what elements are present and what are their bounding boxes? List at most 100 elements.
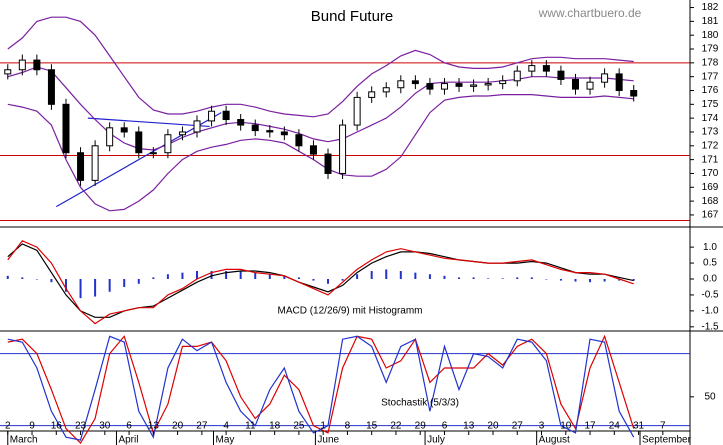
histogram-bar: [501, 278, 504, 279]
candle-body: [353, 96, 361, 126]
x-tick-label: 9: [29, 421, 35, 432]
histogram-bar: [79, 279, 82, 299]
candle-body: [120, 127, 128, 133]
candle-body: [106, 127, 114, 147]
candle-body: [295, 134, 303, 147]
histogram-bar: [603, 279, 606, 282]
histogram-bar: [312, 279, 315, 281]
candle-body: [193, 120, 201, 133]
y-tick-label: 174: [702, 113, 719, 124]
candle-body: [237, 119, 245, 126]
x-tick-label: 15: [366, 421, 378, 432]
histogram-bar: [356, 274, 359, 279]
candle-body: [397, 80, 405, 89]
x-tick-label: 18: [269, 421, 281, 432]
series-line: [7, 16, 634, 118]
y-tick-label: 0.0: [703, 274, 717, 285]
histogram-bar: [123, 279, 126, 287]
histogram-bar: [341, 279, 344, 281]
x-tick-label: 1: [320, 421, 326, 432]
x-tick-label: 8: [345, 421, 351, 432]
candle-body: [470, 84, 478, 87]
histogram-bar: [225, 271, 228, 279]
y-tick-label: 176: [702, 85, 719, 96]
x-tick-label: 3: [539, 421, 545, 432]
candle-body: [528, 65, 536, 72]
histogram-bar: [545, 279, 548, 280]
candle-body: [18, 59, 26, 71]
histogram-bar: [574, 279, 577, 282]
y-tick-label: 180: [702, 30, 719, 41]
candle-body: [382, 87, 390, 93]
candle-body: [222, 110, 230, 121]
y-tick-label: 169: [702, 182, 719, 193]
trend-line: [87, 117, 210, 128]
histogram-bar: [210, 271, 213, 279]
chart-title: Bund Future: [311, 8, 394, 25]
candle-body: [571, 78, 579, 90]
y-tick-label: 171: [702, 154, 719, 165]
x-tick-label: 29: [415, 421, 427, 432]
candle-body: [91, 145, 99, 181]
histogram-bar: [50, 279, 53, 283]
series-line: [7, 240, 634, 325]
x-tick-label: 22: [390, 421, 402, 432]
candle-body: [339, 124, 347, 174]
histogram-bar: [6, 275, 9, 279]
histogram-bar: [239, 271, 242, 279]
x-tick-label: 10: [560, 421, 572, 432]
x-tick-label: 13: [148, 421, 160, 432]
candle-body: [135, 131, 143, 154]
panel-label: MACD (12/26/9) mit Histogramm: [277, 306, 422, 317]
histogram-bar: [94, 279, 97, 297]
month-label: June: [317, 435, 339, 445]
x-tick-label: 30: [99, 421, 111, 432]
histogram-bar: [108, 279, 111, 292]
month-label: August: [539, 435, 570, 445]
month-label: September: [642, 435, 692, 445]
histogram-bar: [254, 272, 257, 279]
histogram-bar: [428, 274, 431, 279]
x-tick-label: 11: [245, 421, 256, 432]
candle-body: [426, 83, 434, 90]
x-tick-label: 17: [584, 421, 596, 432]
y-tick-label: 1.0: [703, 242, 717, 253]
candle-body: [513, 70, 521, 82]
histogram-bar: [472, 277, 475, 279]
x-tick-label: 20: [172, 421, 184, 432]
candle-body: [309, 145, 317, 155]
x-tick-label: 20: [487, 421, 499, 432]
x-tick-label: 7: [660, 421, 666, 432]
candle-body: [455, 83, 463, 87]
candle-body: [4, 69, 12, 75]
candle-body: [280, 131, 288, 136]
y-tick-label: 173: [702, 127, 719, 138]
histogram-bar: [632, 279, 635, 281]
y-tick-label: -1.5: [701, 321, 719, 332]
candle-body: [499, 80, 507, 85]
candle-body: [33, 59, 41, 71]
candle-body: [615, 73, 623, 91]
histogram-bar: [559, 279, 562, 281]
histogram-bar: [137, 279, 140, 284]
candle-body: [484, 83, 492, 86]
x-tick-label: 25: [293, 421, 305, 432]
series-line: [7, 94, 634, 212]
histogram-bar: [21, 277, 24, 279]
month-label: March: [10, 435, 38, 445]
x-tick-label: 31: [633, 421, 645, 432]
histogram-bar: [385, 269, 388, 279]
y-tick-label: 181: [702, 16, 719, 27]
y-tick-label: 182: [702, 2, 719, 13]
histogram-bar: [589, 279, 592, 283]
x-tick-label: 6: [126, 421, 132, 432]
histogram-bar: [283, 275, 286, 279]
candle-body: [586, 81, 594, 90]
candle-body: [178, 131, 186, 136]
month-label: July: [427, 435, 445, 445]
x-tick-label: 16: [51, 421, 63, 432]
x-tick-label: 13: [463, 421, 475, 432]
y-tick-label: -1.0: [701, 306, 719, 317]
candle-body: [557, 70, 565, 80]
